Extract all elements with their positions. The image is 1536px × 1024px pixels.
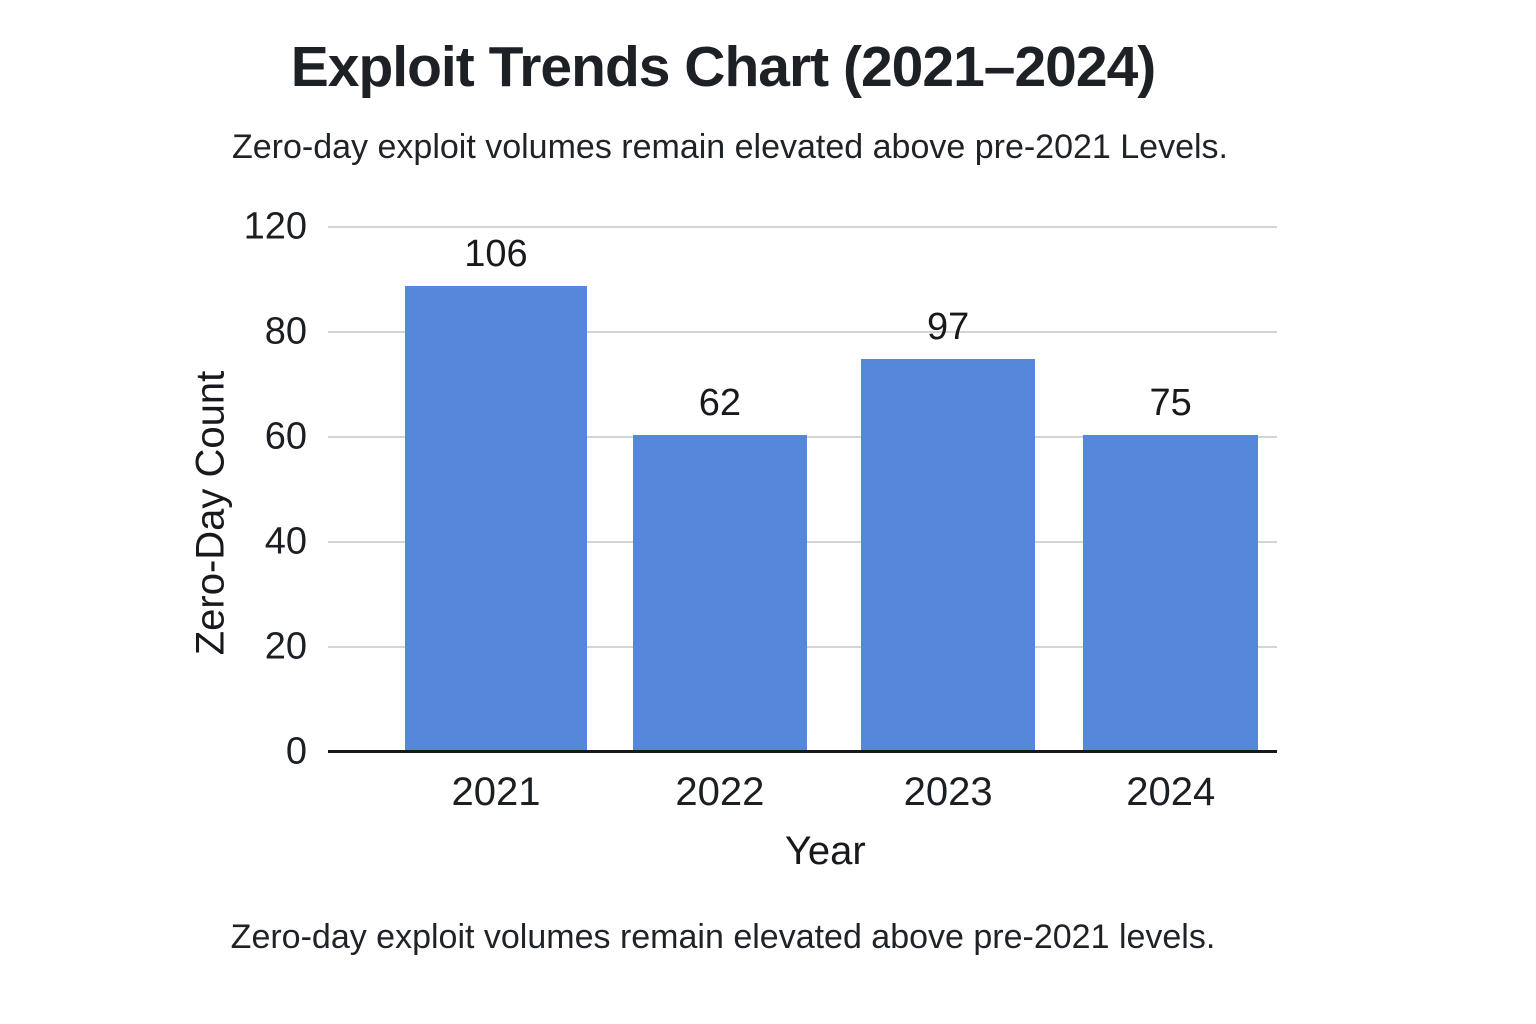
x-tick-label-2022: 2022 xyxy=(675,770,765,814)
y-tick-label-20: 20 xyxy=(264,625,307,668)
y-tick-label-60: 60 xyxy=(264,415,307,458)
bar-value-label-2023: 97 xyxy=(927,306,970,349)
y-tick-label-80: 80 xyxy=(264,310,307,353)
bar-2024 xyxy=(1083,434,1258,752)
bar-2023 xyxy=(861,359,1035,752)
x-tick-label-2023: 2023 xyxy=(903,770,993,814)
plot-area: 120 80 60 40 20 0 106 62 97 75 2021 2022 2023 2024 … xyxy=(244,206,1277,873)
bar-2021 xyxy=(404,285,588,752)
bar-value-label-2021: 106 xyxy=(464,232,528,275)
bottom-caption: Zero-day exploit volumes remain elevated… xyxy=(230,918,1216,956)
chart-subtitle: Zero-day exploit volumes remain elevated… xyxy=(232,128,1228,166)
bar-2022 xyxy=(632,434,808,752)
x-axis-title: Year xyxy=(784,829,866,873)
x-tick-label-2024: 2024 xyxy=(1126,770,1216,814)
x-axis-line xyxy=(328,750,1277,753)
y-tick-label-0: 0 xyxy=(285,730,307,773)
y-tick-label-120: 120 xyxy=(243,205,307,248)
bar-value-label-2022: 62 xyxy=(698,381,742,424)
chart-title: Exploit Trends Chart (2021–2024) xyxy=(290,35,1157,99)
y-tick-label-40: 40 xyxy=(264,520,307,563)
bar-value-label-2024: 75 xyxy=(1149,381,1192,424)
y-axis-title: Zero-Day Count xyxy=(188,370,233,656)
x-tick-label-2021: 2021 xyxy=(451,770,541,814)
gridline-y-120 xyxy=(328,226,1277,228)
gridline-y-80 xyxy=(328,331,1277,333)
